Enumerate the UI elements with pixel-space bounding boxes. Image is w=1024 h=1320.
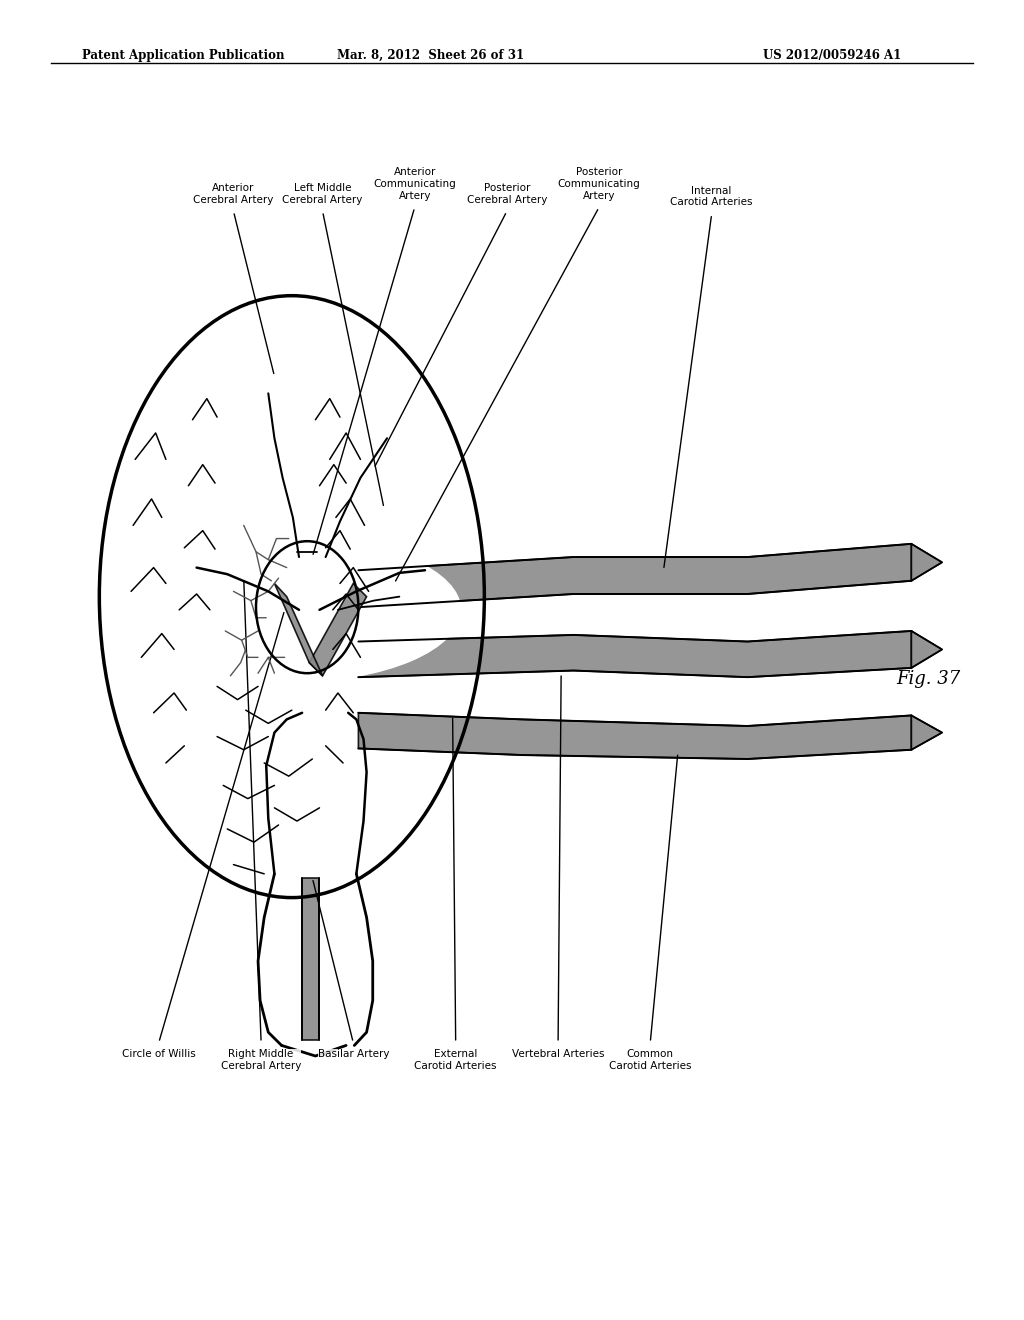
Polygon shape (911, 544, 942, 581)
Ellipse shape (123, 537, 461, 682)
Text: Patent Application Publication: Patent Application Publication (82, 49, 285, 62)
Polygon shape (358, 544, 911, 607)
Text: Posterior
Communicating
Artery: Posterior Communicating Artery (558, 168, 640, 201)
Polygon shape (358, 631, 911, 677)
Polygon shape (911, 715, 942, 750)
Text: External
Carotid Arteries: External Carotid Arteries (415, 1049, 497, 1071)
Text: Right Middle
Cerebral Artery: Right Middle Cerebral Artery (221, 1049, 301, 1071)
Text: Internal
Carotid Arteries: Internal Carotid Arteries (671, 186, 753, 207)
Polygon shape (274, 583, 323, 676)
Polygon shape (358, 713, 911, 759)
Text: Anterior
Communicating
Artery: Anterior Communicating Artery (374, 168, 456, 201)
Text: Vertebral Arteries: Vertebral Arteries (512, 1049, 604, 1060)
Text: Fig. 37: Fig. 37 (896, 669, 961, 688)
Text: Anterior
Cerebral Artery: Anterior Cerebral Artery (194, 183, 273, 205)
Polygon shape (309, 583, 367, 676)
Text: Basilar Artery: Basilar Artery (317, 1049, 389, 1060)
Text: Circle of Willis: Circle of Willis (122, 1049, 196, 1060)
Polygon shape (302, 878, 319, 1040)
Text: Mar. 8, 2012  Sheet 26 of 31: Mar. 8, 2012 Sheet 26 of 31 (337, 49, 523, 62)
Text: Common
Carotid Arteries: Common Carotid Arteries (609, 1049, 691, 1071)
Text: Posterior
Cerebral Artery: Posterior Cerebral Artery (467, 183, 547, 205)
Text: Left Middle
Cerebral Artery: Left Middle Cerebral Artery (283, 183, 362, 205)
Polygon shape (911, 631, 942, 668)
Text: US 2012/0059246 A1: US 2012/0059246 A1 (763, 49, 901, 62)
